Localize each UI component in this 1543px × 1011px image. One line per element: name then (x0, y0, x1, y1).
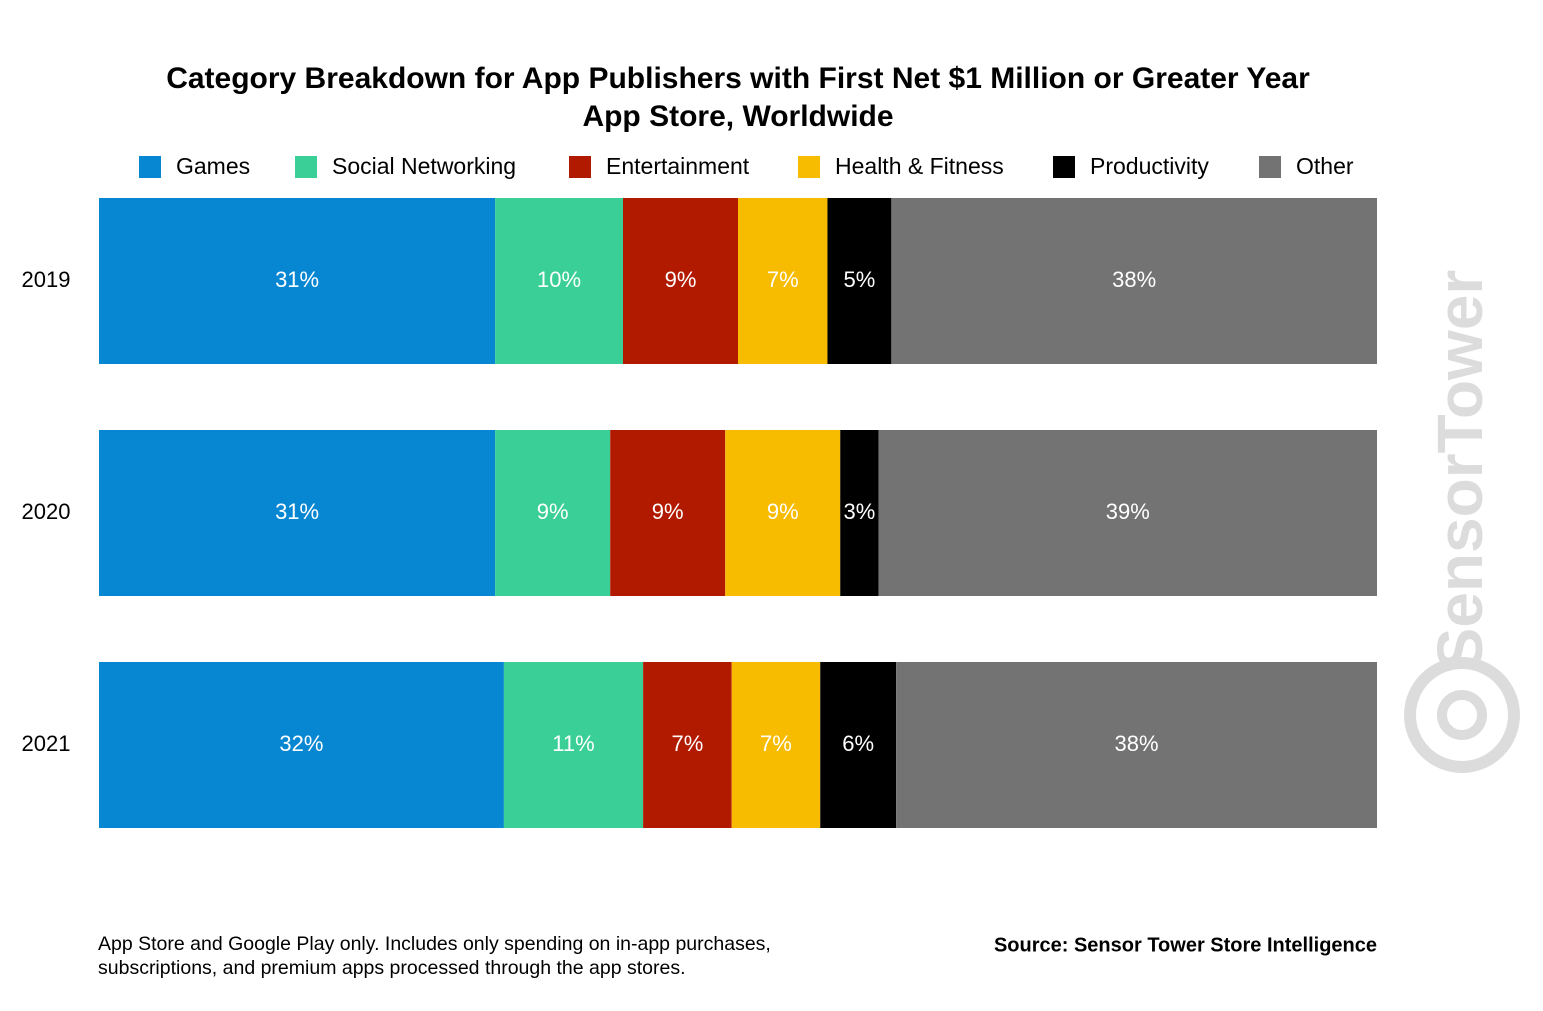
value-label: 9% (652, 499, 684, 524)
bar-segment (99, 198, 496, 364)
y-tick-label: 2021 (22, 731, 71, 756)
logo-ring (1404, 657, 1520, 773)
value-label: 11% (552, 731, 594, 756)
bar-segment (99, 662, 504, 828)
bar-segment (99, 430, 496, 596)
legend-swatch (798, 156, 820, 178)
y-tick-label: 2020 (22, 499, 71, 524)
bar-segment (725, 430, 841, 596)
bar-segment (891, 198, 1377, 364)
bar-segment (643, 662, 732, 828)
bar-segment (495, 198, 623, 364)
value-label: 31% (275, 267, 319, 292)
bar-segment (610, 430, 726, 596)
watermark-logo (1404, 657, 1520, 773)
bar-segment (731, 662, 821, 828)
legend-label: Games (176, 153, 250, 179)
legend-label: Other (1296, 153, 1354, 179)
bar-segment (495, 430, 611, 596)
value-label: 6% (842, 731, 874, 756)
chart-title: Category Breakdown for App Publishers wi… (166, 62, 1310, 95)
legend-swatch (1259, 156, 1281, 178)
bar-segment (622, 198, 738, 364)
value-label: 7% (760, 731, 792, 756)
value-label: 10% (537, 267, 581, 292)
value-label: 7% (671, 731, 703, 756)
value-label: 5% (844, 267, 876, 292)
bar-segment (503, 662, 644, 828)
value-label: 7% (767, 267, 799, 292)
bar-segment (840, 430, 879, 596)
footnote: App Store and Google Play only. Includes… (98, 933, 771, 955)
bar-segment (878, 430, 1377, 596)
logo-inner (1437, 690, 1487, 740)
y-tick-label: 2019 (22, 267, 71, 292)
bar-segment (820, 662, 897, 828)
value-label: 38% (1115, 731, 1159, 756)
value-label: 38% (1112, 267, 1156, 292)
value-label: 31% (275, 499, 319, 524)
bar-segment (738, 198, 828, 364)
value-label: 3% (844, 499, 876, 524)
value-label: 32% (279, 731, 323, 756)
source: Source: Sensor Tower Store Intelligence (994, 934, 1377, 956)
legend-swatch (295, 156, 317, 178)
value-label: 9% (767, 499, 799, 524)
value-label: 9% (665, 267, 697, 292)
watermark: SensorTower (1424, 270, 1496, 671)
bar-segment (827, 198, 892, 364)
legend-label: Entertainment (606, 153, 750, 179)
legend-label: Health & Fitness (835, 153, 1004, 179)
bar-segment (896, 662, 1377, 828)
footnote: subscriptions, and premium apps processe… (98, 957, 686, 979)
legend-label: Productivity (1090, 153, 1209, 179)
value-label: 39% (1106, 499, 1150, 524)
legend-swatch (1053, 156, 1075, 178)
value-label: 9% (537, 499, 569, 524)
legend-swatch (569, 156, 591, 178)
legend-label: Social Networking (332, 153, 516, 179)
legend-swatch (139, 156, 161, 178)
chart-subtitle: App Store, Worldwide (582, 100, 893, 133)
